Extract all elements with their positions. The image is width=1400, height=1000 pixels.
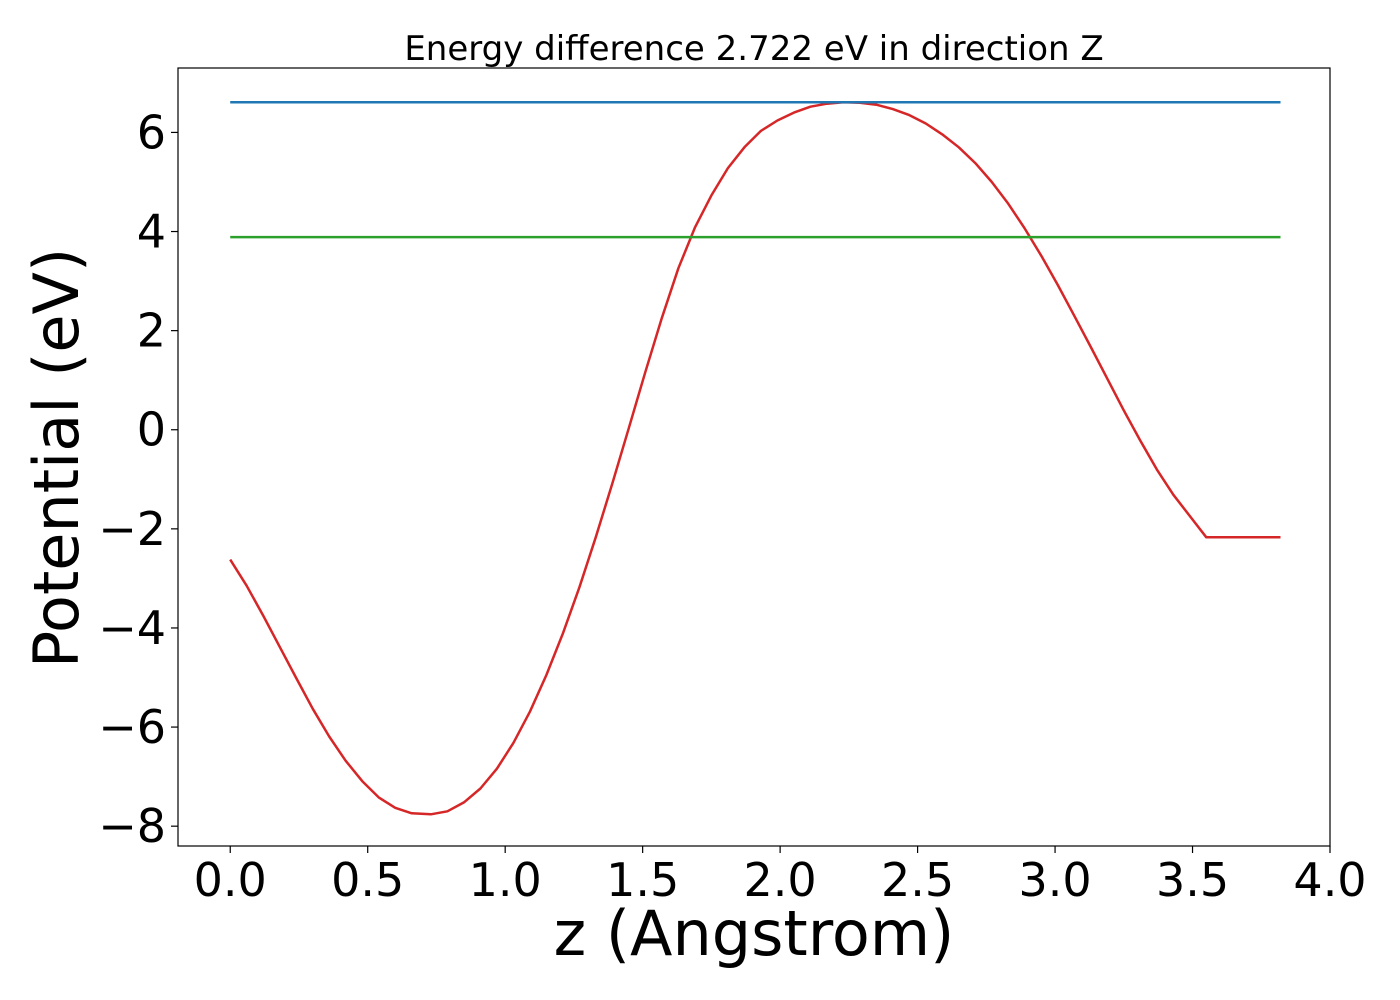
series-line-0 [229, 100, 1281, 816]
x-axis-label: z (Angstrom) [554, 897, 955, 970]
series-layer [229, 100, 1281, 816]
x-tick-label: 0.0 [194, 853, 267, 907]
y-tick-label: 2 [137, 304, 166, 358]
x-tick-label: 0.5 [331, 853, 404, 907]
y-tick-label: 0 [137, 403, 166, 457]
plot-area [177, 67, 1331, 847]
y-axis-label: Potential (eV) [20, 248, 93, 668]
chart-title: Energy difference 2.722 eV in direction … [404, 29, 1103, 69]
plot-frame [177, 67, 1331, 847]
x-tick-label: 2.5 [881, 853, 954, 907]
y-tick-label: −2 [98, 502, 166, 556]
x-tick-label: 3.5 [1156, 853, 1229, 907]
x-tick-label: 2.0 [744, 853, 817, 907]
x-axis-ticks: 0.0 0.5 1.0 1.5 2.0 2.5 3.0 3.5 4.0 [194, 846, 1367, 907]
y-tick-label: 6 [137, 105, 166, 159]
y-tick-label: −6 [98, 700, 166, 754]
x-tick-label: 3.0 [1018, 853, 1091, 907]
x-tick-label: 1.5 [606, 853, 679, 907]
x-tick-label: 4.0 [1293, 853, 1366, 907]
y-tick-label: −8 [98, 799, 166, 853]
y-axis-ticks: −8 −6 −4 −2 0 2 4 6 [98, 105, 178, 853]
y-tick-label: −4 [98, 601, 166, 655]
x-tick-label: 1.0 [469, 853, 542, 907]
y-tick-label: 4 [137, 205, 166, 259]
